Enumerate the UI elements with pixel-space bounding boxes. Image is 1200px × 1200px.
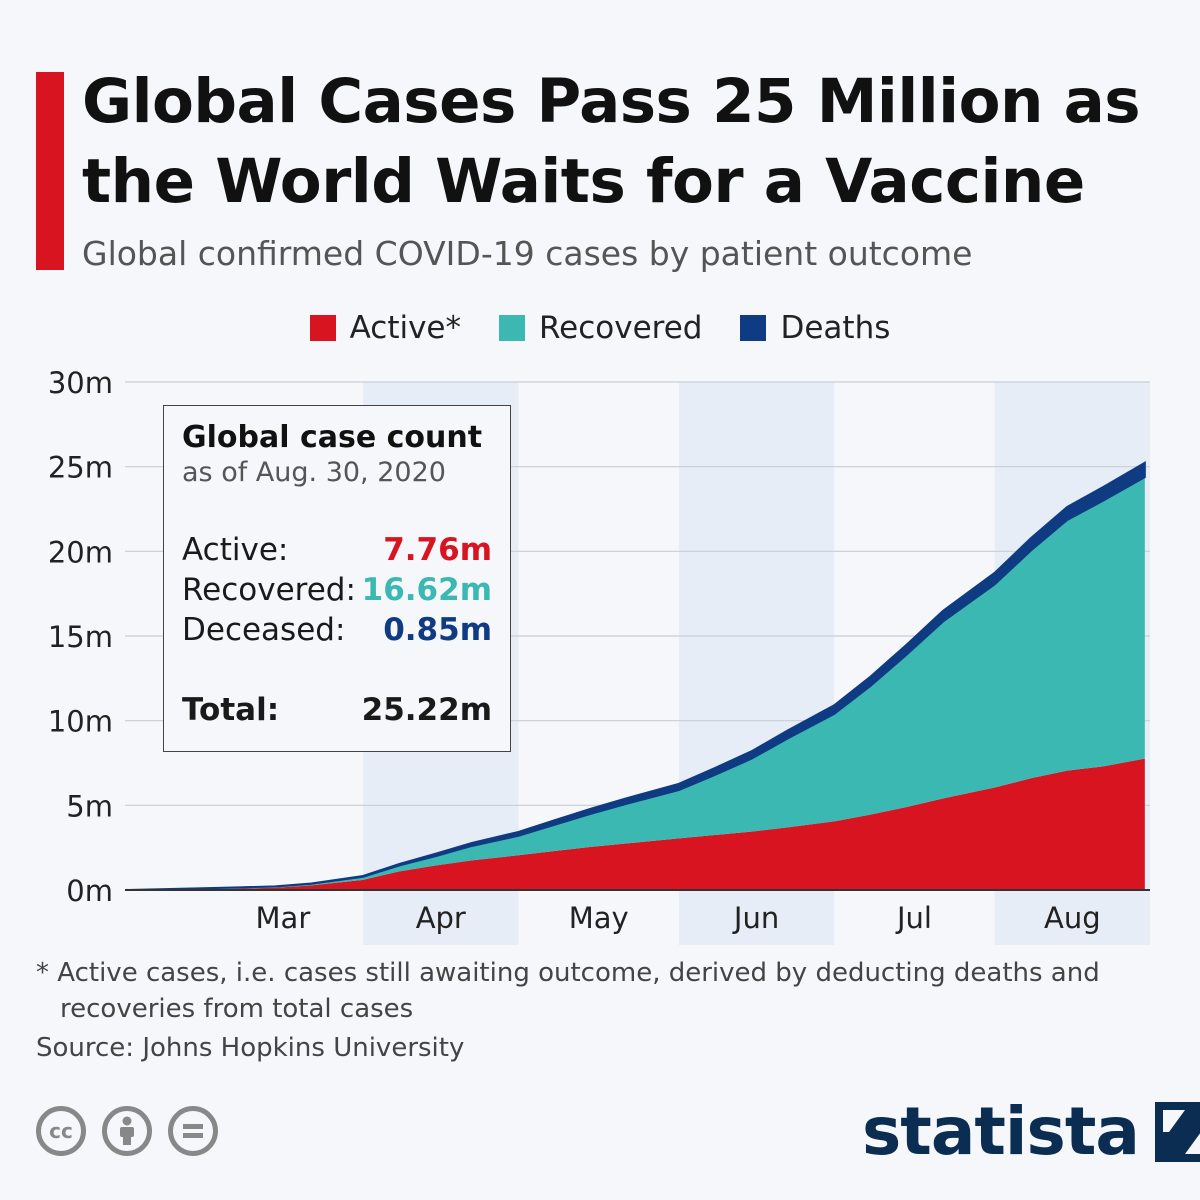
accent-bar — [36, 72, 64, 270]
y-tick-label: 5m — [66, 789, 113, 823]
legend-item-recovered: Recovered — [499, 310, 702, 346]
legend-label-deaths: Deaths — [780, 310, 891, 346]
x-tick-label: Jul — [895, 901, 932, 935]
y-tick-label: 25m — [48, 451, 113, 485]
chart-subtitle: Global confirmed COVID-19 cases by patie… — [82, 234, 973, 273]
x-tick-label: Apr — [416, 901, 466, 935]
deaths-area — [124, 461, 1146, 891]
infobox-value-deceased: 0.85m — [383, 612, 492, 648]
statista-logo[interactable]: statista — [862, 1093, 1200, 1170]
active-area — [125, 758, 1145, 890]
footnote: * Active cases, i.e. cases still awaitin… — [36, 955, 1166, 1027]
footnote-line-1: * Active cases, i.e. cases still awaitin… — [36, 958, 1100, 988]
person-icon — [120, 1116, 134, 1145]
brand-wordmark: statista — [862, 1093, 1140, 1170]
infobox-value-recovered: 16.62m — [361, 572, 492, 608]
infobox-value-active: 7.76m — [383, 532, 492, 568]
infobox-date: as of Aug. 30, 2020 — [182, 457, 446, 488]
statista-mark-icon — [1154, 1101, 1200, 1162]
infobox-label-total: Total: — [182, 692, 280, 728]
x-tick-label: Jun — [732, 901, 779, 935]
recovered-area — [125, 477, 1145, 890]
infobox-row-recovered: Recovered: 16.62m — [182, 570, 492, 610]
infobox-title: Global case count — [182, 420, 483, 455]
x-tick-label: Aug — [1044, 901, 1101, 935]
x-tick-label: Mar — [256, 901, 311, 935]
title-line-2: the World Waits for a Vaccine — [82, 146, 1085, 217]
footnote-line-2: recoveries from total cases — [60, 994, 414, 1024]
source-note: Source: Johns Hopkins University — [36, 1033, 465, 1063]
title-line-1: Global Cases Pass 25 Million as — [82, 66, 1141, 137]
infobox-rows: Active: 7.76m Recovered: 16.62m Deceased… — [182, 530, 492, 650]
license-icons: cc — [36, 1106, 218, 1156]
infobox-row-total: Total: 25.22m — [182, 690, 492, 730]
legend-item-deaths: Deaths — [740, 310, 890, 346]
page-title: Global Cases Pass 25 Million as the Worl… — [82, 62, 1172, 222]
legend-swatch-deaths — [740, 315, 767, 341]
infobox-value-total: 25.22m — [361, 692, 492, 728]
y-tick-label: 20m — [48, 535, 113, 569]
y-tick-label: 0m — [66, 874, 113, 908]
no-derivatives-icon[interactable] — [168, 1106, 218, 1156]
y-tick-label: 30m — [48, 366, 113, 400]
attribution-icon[interactable] — [102, 1106, 152, 1156]
legend-swatch-recovered — [499, 315, 526, 341]
equals-icon — [183, 1124, 203, 1138]
infobox-row-active: Active: 7.76m — [182, 530, 492, 570]
y-tick-label: 10m — [48, 705, 113, 739]
cc-icon[interactable]: cc — [36, 1106, 86, 1156]
legend-label-active: Active* — [349, 310, 462, 346]
infobox-row-deceased: Deceased: 0.85m — [182, 610, 492, 650]
legend-item-active: Active* — [309, 310, 462, 346]
y-tick-label: 15m — [48, 620, 113, 654]
x-tick-label: May — [569, 901, 629, 935]
legend-swatch-active — [309, 315, 336, 341]
chart-legend: Active* Recovered Deaths — [0, 310, 1200, 346]
infobox-label-deceased: Deceased: — [182, 612, 346, 648]
infobox-label-recovered: Recovered: — [182, 572, 356, 608]
infobox-label-active: Active: — [182, 532, 289, 568]
legend-label-recovered: Recovered — [539, 310, 703, 346]
case-count-infobox: Global case count as of Aug. 30, 2020 Ac… — [163, 405, 511, 752]
